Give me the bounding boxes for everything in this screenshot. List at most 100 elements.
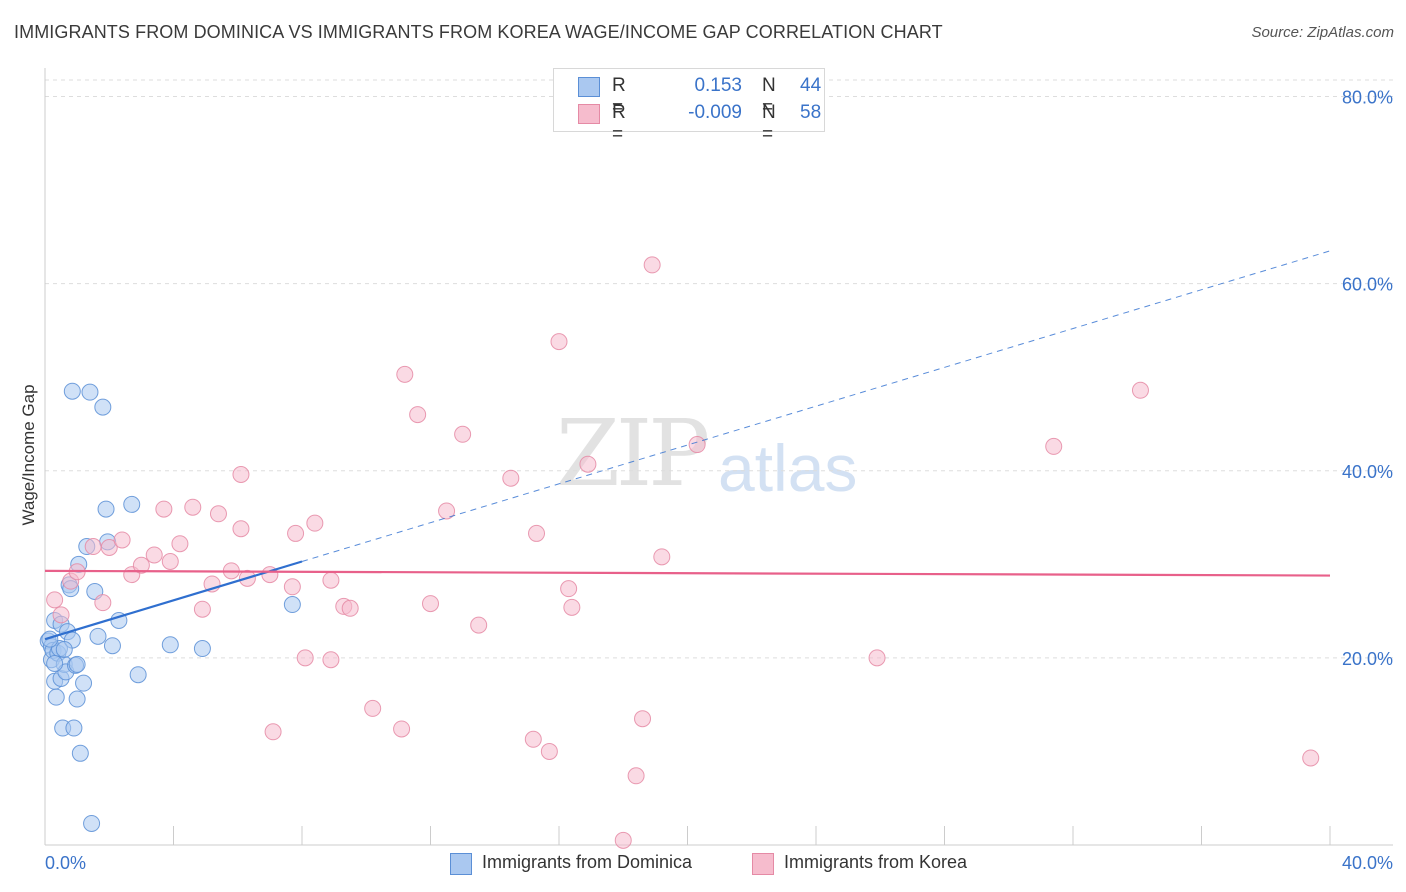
korea-point <box>528 524 546 542</box>
n-value: 44 <box>800 75 822 96</box>
korea-point <box>422 595 439 613</box>
dominica-point <box>55 640 73 658</box>
korea-point <box>396 365 414 383</box>
x-tick-label: 0.0% <box>45 853 86 873</box>
r-label: R = <box>612 75 626 118</box>
korea-point <box>94 594 112 612</box>
korea-point <box>322 651 340 669</box>
dominica-point <box>123 495 141 513</box>
dominica-point <box>94 398 112 416</box>
korea-point <box>409 406 427 424</box>
korea-point <box>296 649 314 667</box>
dominica-point <box>71 744 89 762</box>
y-tick-label: 80.0% <box>1342 88 1393 108</box>
korea-point <box>393 720 411 738</box>
r-label: R = <box>612 102 626 145</box>
korea-point <box>1045 437 1063 455</box>
korea-point <box>306 514 324 532</box>
r-value: -0.009 <box>688 102 742 123</box>
korea-point <box>454 425 472 443</box>
korea-point <box>132 556 150 574</box>
korea-point <box>438 502 456 520</box>
dominica-trend-line <box>44 560 303 641</box>
korea-point <box>540 742 558 760</box>
korea-point <box>341 599 359 617</box>
korea-point <box>232 465 250 483</box>
korea-point <box>643 256 661 274</box>
dominica-point <box>65 719 83 737</box>
n-label: N = <box>762 102 776 145</box>
dominica-point <box>89 627 107 645</box>
korea-point <box>52 606 70 624</box>
n-label: N = <box>762 75 776 118</box>
korea-point <box>145 546 163 564</box>
dominica-point <box>75 674 93 692</box>
korea-point <box>155 500 173 518</box>
dominica-point <box>129 666 147 684</box>
korea-legend-swatch <box>752 853 774 875</box>
korea-point <box>100 538 118 556</box>
r-value: 0.153 <box>694 75 742 96</box>
dominica-point <box>46 654 64 672</box>
dominica-point <box>97 500 115 518</box>
korea-point <box>550 333 568 351</box>
korea-point <box>470 616 488 634</box>
dominica-point <box>68 655 86 673</box>
korea-point <box>364 699 382 717</box>
korea-point <box>287 524 305 542</box>
korea-point <box>563 598 581 616</box>
dominica-point <box>47 688 65 706</box>
korea-point <box>161 553 179 571</box>
watermark-atlas: atlas <box>718 431 858 505</box>
x-tick-label: 40.0% <box>1342 853 1393 873</box>
korea-point <box>193 600 211 618</box>
korea-point <box>46 591 64 609</box>
dominica-legend-swatch <box>450 853 472 875</box>
dominica-point <box>81 383 99 401</box>
dominica-point <box>103 637 121 655</box>
n-value: 58 <box>800 102 822 123</box>
dominica-point <box>193 640 211 658</box>
korea-point <box>1131 381 1149 399</box>
korea-point <box>264 723 282 741</box>
stats-legend: R = 0.153 N = 44 R = -0.009 N = 58 <box>553 68 825 145</box>
dominica-point <box>283 596 301 614</box>
y-tick-label: 60.0% <box>1342 275 1393 295</box>
korea-point <box>84 538 102 556</box>
korea-legend-label: Immigrants from Korea <box>784 852 968 872</box>
korea-point <box>868 649 886 667</box>
korea-point <box>524 730 542 748</box>
korea-point <box>283 578 301 596</box>
source-label: Source: ZipAtlas.com <box>1251 24 1394 41</box>
dominica-point <box>161 636 179 654</box>
watermark-zip: ZIP <box>556 400 710 507</box>
y-tick-label: 40.0% <box>1342 462 1393 482</box>
dominica-point <box>83 814 101 832</box>
korea-point <box>614 831 632 849</box>
korea-point <box>653 548 671 566</box>
chart-title: IMMIGRANTS FROM DOMINICA VS IMMIGRANTS F… <box>14 22 943 42</box>
korea-point <box>113 531 131 549</box>
korea-point <box>688 436 706 454</box>
korea-point <box>322 571 340 589</box>
dominica-point <box>41 630 59 648</box>
y-tick-label: 20.0% <box>1342 649 1393 669</box>
dominica-trend-extension <box>301 250 1331 562</box>
korea-trend-line <box>44 569 1331 577</box>
korea-point <box>634 710 652 728</box>
dominica-point <box>63 382 81 400</box>
korea-point <box>171 535 189 553</box>
dominica-swatch <box>578 77 600 97</box>
korea-point <box>627 767 645 785</box>
korea-point <box>502 469 520 487</box>
korea-point <box>232 520 250 538</box>
korea-point <box>209 505 227 523</box>
dominica-point <box>68 690 86 708</box>
korea-swatch <box>578 104 600 124</box>
dominica-legend-label: Immigrants from Dominica <box>482 852 693 872</box>
korea-point <box>579 455 597 473</box>
korea-point <box>1302 749 1320 767</box>
korea-point <box>184 498 202 516</box>
korea-point <box>560 580 578 598</box>
